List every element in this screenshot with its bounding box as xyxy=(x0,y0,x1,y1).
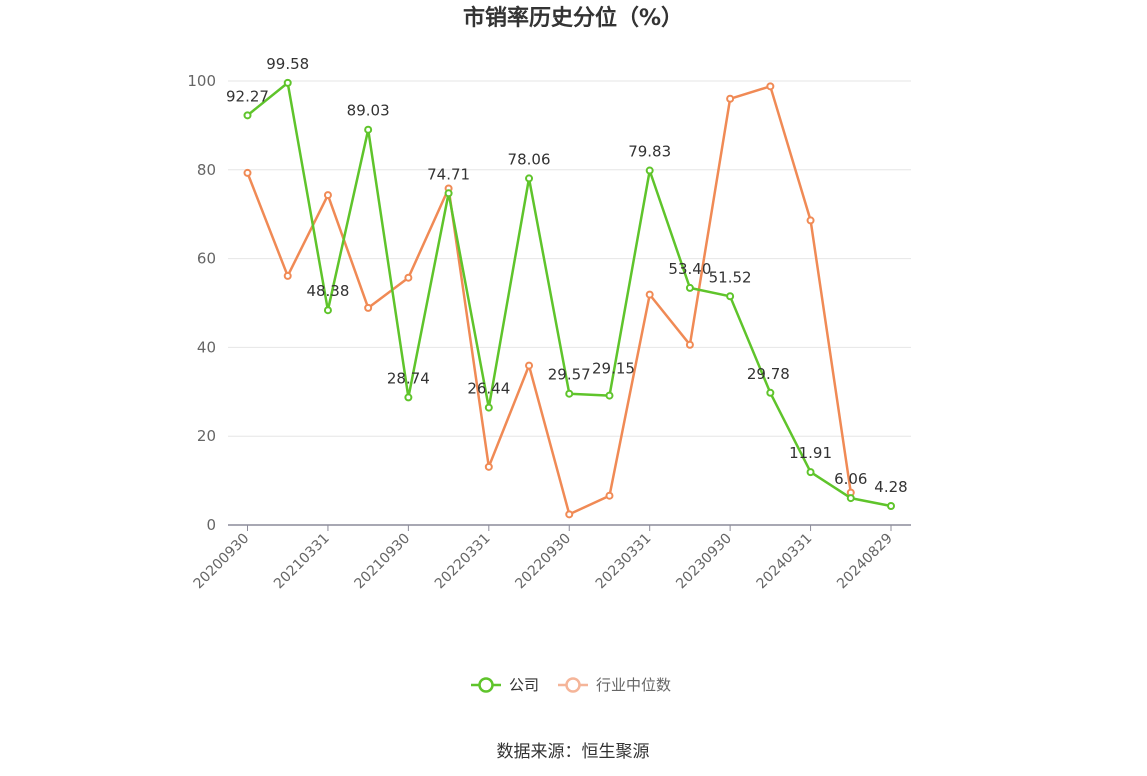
data-label: 79.83 xyxy=(628,143,671,161)
data-point[interactable] xyxy=(887,501,895,510)
data-point[interactable] xyxy=(726,94,735,103)
legend-marker xyxy=(478,677,494,693)
grid xyxy=(228,80,911,437)
legend[interactable]: 公司 行业中位数 xyxy=(471,676,671,694)
y-tick-label-80: 80 xyxy=(197,161,216,179)
data-label: 11.91 xyxy=(789,444,832,462)
data-point[interactable] xyxy=(605,391,614,400)
series-layer xyxy=(243,78,895,519)
data-point[interactable] xyxy=(685,340,694,349)
data-point[interactable] xyxy=(243,111,252,120)
data-point[interactable] xyxy=(243,168,252,177)
data-point[interactable] xyxy=(525,174,534,183)
data-label: 48.38 xyxy=(306,282,349,300)
data-point[interactable] xyxy=(484,462,493,471)
data-point[interactable] xyxy=(404,273,413,282)
data-point[interactable] xyxy=(846,494,855,503)
y-tick-label-40: 40 xyxy=(197,338,216,356)
legend-label: 公司 xyxy=(509,676,539,694)
y-axis: 0 20 40 60 80 100 xyxy=(187,72,216,534)
data-point[interactable] xyxy=(806,468,815,477)
legend-label: 行业中位数 xyxy=(596,676,671,694)
y-tick-label-0: 0 xyxy=(206,516,216,534)
data-point[interactable] xyxy=(806,216,815,225)
data-point[interactable] xyxy=(364,303,373,312)
y-tick-label-20: 20 xyxy=(197,427,216,445)
x-tick-label-20210331: 20210331 xyxy=(271,531,333,593)
legend-item-industry-median[interactable]: 行业中位数 xyxy=(558,676,671,694)
data-point[interactable] xyxy=(685,283,694,292)
x-tick-label-20230331: 20230331 xyxy=(593,531,655,593)
data-point[interactable] xyxy=(323,306,332,315)
x-tick-label-20220930: 20220930 xyxy=(512,531,574,593)
data-label: 28.74 xyxy=(387,369,430,387)
data-label: 29.78 xyxy=(747,365,790,383)
data-label: 29.57 xyxy=(548,366,591,384)
series-company xyxy=(243,78,895,510)
x-tick-label-20220331: 20220331 xyxy=(432,531,494,593)
data-point[interactable] xyxy=(645,166,654,175)
data-point[interactable] xyxy=(605,491,614,500)
data-label: 78.06 xyxy=(508,150,551,168)
data-point[interactable] xyxy=(766,388,775,397)
data-point[interactable] xyxy=(565,510,574,519)
data-point[interactable] xyxy=(283,271,292,280)
data-point[interactable] xyxy=(323,191,332,200)
data-label: 4.28 xyxy=(874,478,907,496)
series-line xyxy=(246,85,853,516)
series-industry-median xyxy=(243,82,855,519)
x-axis: 20200930 20210331 20210930 20220331 20220930… xyxy=(191,524,911,593)
chart-title: 市销率历史分位（%） xyxy=(463,5,683,31)
data-label: 92.27 xyxy=(226,87,269,105)
data-point[interactable] xyxy=(565,389,574,398)
x-tick-label-20230930: 20230930 xyxy=(673,531,735,593)
x-tick-label-20240331: 20240331 xyxy=(754,531,816,593)
y-tick-label-100: 100 xyxy=(187,72,216,90)
data-point[interactable] xyxy=(404,393,413,402)
x-tick-label-20200930: 20200930 xyxy=(191,531,253,593)
x-tick-label-20240829: 20240829 xyxy=(834,531,896,593)
data-label: 99.58 xyxy=(266,55,309,73)
legend-marker xyxy=(565,677,581,693)
data-point[interactable] xyxy=(645,290,654,299)
data-label: 6.06 xyxy=(834,470,867,488)
source-note: 数据来源：恒生聚源 xyxy=(497,742,650,762)
data-point[interactable] xyxy=(283,78,292,87)
data-label: 26.44 xyxy=(467,380,510,398)
data-label: 89.03 xyxy=(347,102,390,120)
data-point[interactable] xyxy=(525,361,534,370)
y-tick-label-60: 60 xyxy=(197,250,216,268)
data-point[interactable] xyxy=(766,82,775,91)
data-label: 74.71 xyxy=(427,165,470,183)
legend-item-company[interactable]: 公司 xyxy=(471,676,539,694)
data-point[interactable] xyxy=(444,189,453,198)
data-point[interactable] xyxy=(364,125,373,134)
data-label: 29.15 xyxy=(592,360,635,378)
data-label: 53.40 xyxy=(668,260,711,278)
data-point[interactable] xyxy=(726,292,735,301)
data-point[interactable] xyxy=(484,403,493,412)
data-labels: 92.27 99.58 48.38 89.03 28.74 74.71 26.44 78.06… xyxy=(226,55,908,496)
x-tick-label-20210930: 20210930 xyxy=(351,531,413,593)
data-label: 51.52 xyxy=(709,268,752,286)
